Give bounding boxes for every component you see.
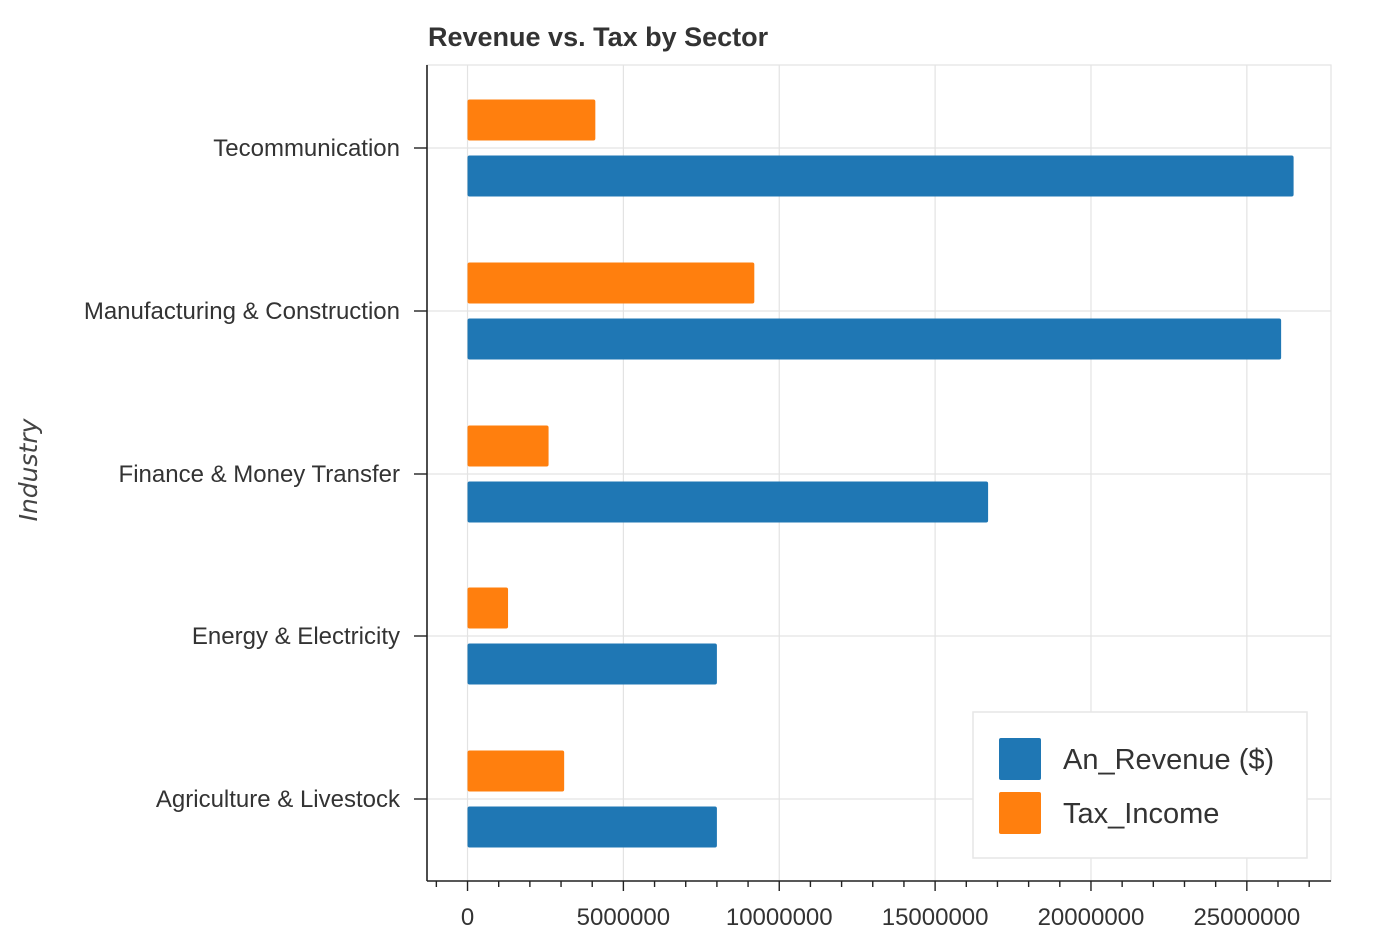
y-axis-label: Industry (14, 417, 43, 521)
bar-tax-tecommunication (467, 99, 596, 141)
bar-tax-finance-money-transfer (467, 425, 549, 467)
bar-tax-manufacturing-construction (467, 262, 755, 304)
chart-title: Revenue vs. Tax by Sector (428, 22, 769, 52)
bar-revenue-energy-electricity (467, 643, 717, 685)
legend-label-1: Tax_Income (1063, 798, 1219, 830)
bar-tax-agriculture-livestock (467, 750, 565, 792)
y-tick-label-2: Finance & Money Transfer (119, 461, 400, 488)
x-tick-label-1: 5000000 (577, 904, 670, 931)
y-tick-label-3: Energy & Electricity (192, 623, 400, 650)
legend-swatch-1 (999, 792, 1041, 834)
legend-label-0: An_Revenue ($) (1063, 744, 1274, 776)
x-tick-label-3: 15000000 (882, 904, 989, 931)
x-tick-label-0: 0 (461, 904, 474, 931)
legend-box (972, 711, 1308, 859)
y-tick-label-0: Tecommunication (213, 135, 400, 162)
x-tick-label-4: 20000000 (1038, 904, 1145, 931)
bar-revenue-finance-money-transfer (467, 481, 989, 523)
legend: An_Revenue ($) Tax_Income (972, 711, 1308, 859)
bar-revenue-tecommunication (467, 155, 1294, 197)
y-tick-label-1: Manufacturing & Construction (84, 298, 400, 325)
x-tick-label-5: 25000000 (1193, 904, 1300, 931)
x-tick-label-2: 10000000 (726, 904, 833, 931)
y-tick-label-4: Agriculture & Livestock (156, 786, 401, 813)
plot-area: Tecommunication Manufacturing & Construct… (84, 64, 1332, 931)
bar-tax-energy-electricity (467, 587, 509, 629)
bar-revenue-agriculture-livestock (467, 806, 717, 848)
bar-revenue-manufacturing-construction (467, 318, 1282, 360)
legend-swatch-0 (999, 738, 1041, 780)
